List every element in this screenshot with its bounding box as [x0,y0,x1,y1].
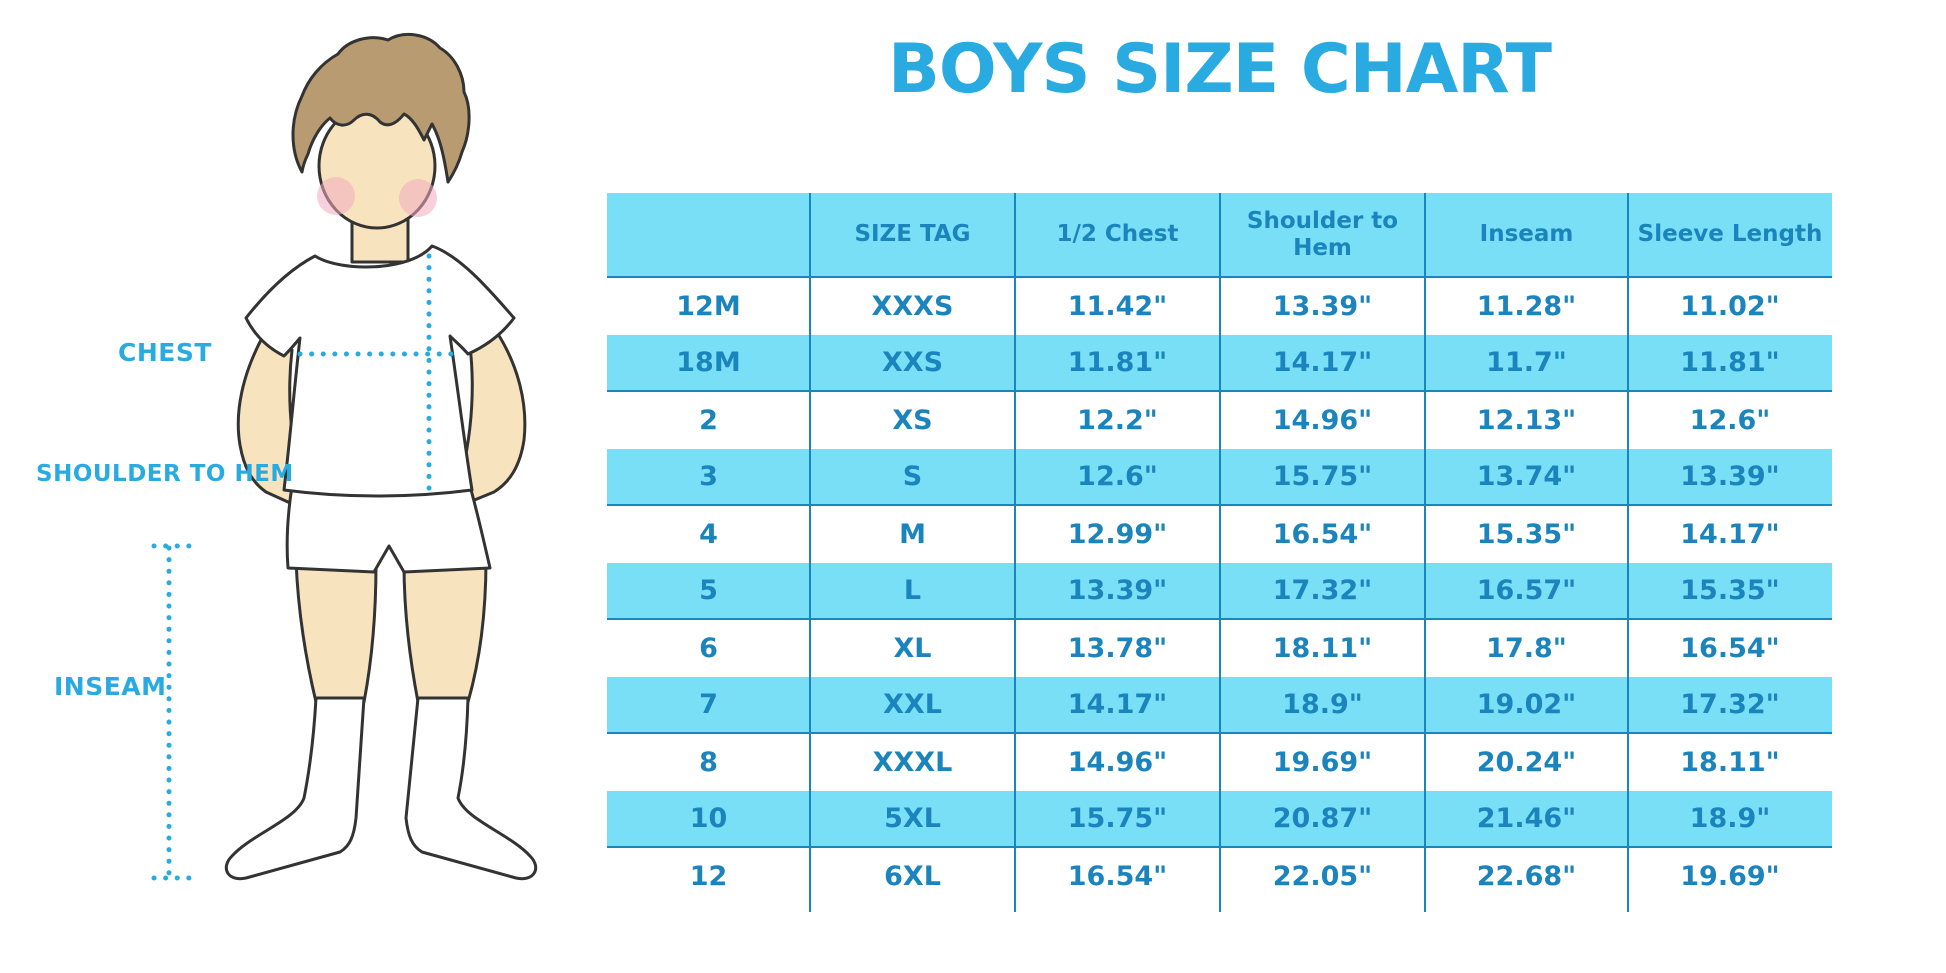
table-row: 4 M 12.99" 16.54" 15.35" 14.17" [607,506,1832,563]
table-cell: S [902,461,923,492]
table-cell: 18.9" [1689,803,1771,834]
table-cell: 16.54" [1680,633,1780,664]
table-cell: 12 [689,861,728,892]
table-cell: 20.87" [1272,803,1373,834]
table-cell: 11.28" [1476,291,1577,322]
table-cell: XS [892,405,933,436]
table-cell: 15.75" [1067,803,1168,834]
table-cell: 2 [699,405,718,436]
table-cell: 13.39" [1067,575,1168,606]
table-cell: 14.17" [1272,347,1373,378]
table-cell: 22.05" [1272,861,1373,892]
table-cell: 13.39" [1272,291,1373,322]
size-table: SIZE TAG 1/2 Chest Shoulder to Hem Inseam Sl… [607,193,1832,912]
table-cell: XXXL [872,747,953,778]
table-cell: XXS [881,347,944,378]
column-separator [1014,193,1016,912]
column-header: Sleeve Length [1637,221,1823,248]
table-cell: 4 [699,519,718,550]
measurement-dotted-lines [151,253,458,881]
table-cell: 22.68" [1476,861,1577,892]
table-cell: 11.7" [1486,347,1567,378]
table-cell: XXXS [871,291,954,322]
table-cell: 14.17" [1680,519,1780,550]
column-separator [809,193,811,912]
table-cell: 12.13" [1476,405,1577,436]
table-cell: M [899,519,926,550]
table-cell: 21.46" [1476,803,1577,834]
table-cell: 14.96" [1067,747,1168,778]
table-cell: 13.74" [1476,461,1577,492]
table-cell: 7 [699,689,718,720]
column-header: SIZE TAG [854,221,971,248]
column-separator [1627,193,1629,912]
table-cell: 17.32" [1272,575,1373,606]
table-cell: 12.2" [1077,405,1158,436]
table-cell: 8 [699,747,718,778]
table-row: 12M XXXS 11.42" 13.39" 11.28" 11.02" [607,278,1832,335]
boy-cheeks [317,177,437,217]
chest-label: CHEST [118,338,212,367]
table-cell: 18.11" [1272,633,1373,664]
table-cell: 16.54" [1272,519,1373,550]
table-cell: 14.17" [1067,689,1168,720]
table-cell: 16.57" [1476,575,1577,606]
table-cell: 11.02" [1680,291,1780,322]
column-separator [1424,193,1426,912]
inseam-label: INSEAM [54,672,167,701]
column-header: Inseam [1479,221,1574,248]
table-cell: 5XL [884,803,941,834]
table-row: 8 XXXL 14.96" 19.69" 20.24" 18.11" [607,734,1832,791]
table-cell: 13.78" [1067,633,1168,664]
table-cell: 12.99" [1067,519,1168,550]
table-cell: 19.69" [1272,747,1373,778]
page-title: BOYS SIZE CHART [888,30,1552,109]
table-cell: 17.8" [1486,633,1567,664]
column-header: 1/2 Chest [1056,221,1179,248]
table-cell: 20.24" [1476,747,1577,778]
table-row: 12 6XL 16.54" 22.05" 22.68" 19.69" [607,848,1832,905]
table-cell: 15.75" [1272,461,1373,492]
table-cell: 14.96" [1272,405,1373,436]
table-cell: 12.6" [1689,405,1771,436]
table-cell: XL [893,633,932,664]
table-cell: 19.02" [1476,689,1577,720]
table-cell: 6 [699,633,718,664]
table-cell: 5 [699,575,718,606]
table-cell: 15.35" [1476,519,1577,550]
table-cell: 18.11" [1680,747,1780,778]
boy-shorts [285,484,492,574]
table-cell: 11.81" [1067,347,1168,378]
boy-measurement-illustration [151,32,538,881]
boy-hair [291,32,471,184]
table-cell: 18.9" [1282,689,1363,720]
table-cell: 3 [699,461,718,492]
table-cell: 15.35" [1680,575,1780,606]
table-cell: 12M [676,291,741,322]
table-cell: 19.69" [1680,861,1780,892]
table-cell: 12.6" [1077,461,1158,492]
boy-legs [294,558,488,704]
table-cell: 11.81" [1680,347,1780,378]
table-cell: 18M [676,347,741,378]
column-header: Shoulder to Hem [1246,208,1399,261]
table-row: 6 XL 13.78" 18.11" 17.8" 16.54" [607,620,1832,677]
table-row: 2 XS 12.2" 14.96" 12.13" 12.6" [607,392,1832,449]
table-cell: 10 [689,803,728,834]
table-cell: 13.39" [1680,461,1780,492]
column-separator [1219,193,1221,912]
table-cell: 11.42" [1067,291,1168,322]
boy-shirt [244,244,516,498]
table-cell: XXL [883,689,942,720]
shoulder-to-hem-label: SHOULDER TO HEM [36,461,294,487]
table-cell: L [903,575,922,606]
table-cell: 16.54" [1067,861,1168,892]
boy-socks [224,696,538,881]
table-cell: 17.32" [1680,689,1780,720]
table-cell: 6XL [884,861,941,892]
